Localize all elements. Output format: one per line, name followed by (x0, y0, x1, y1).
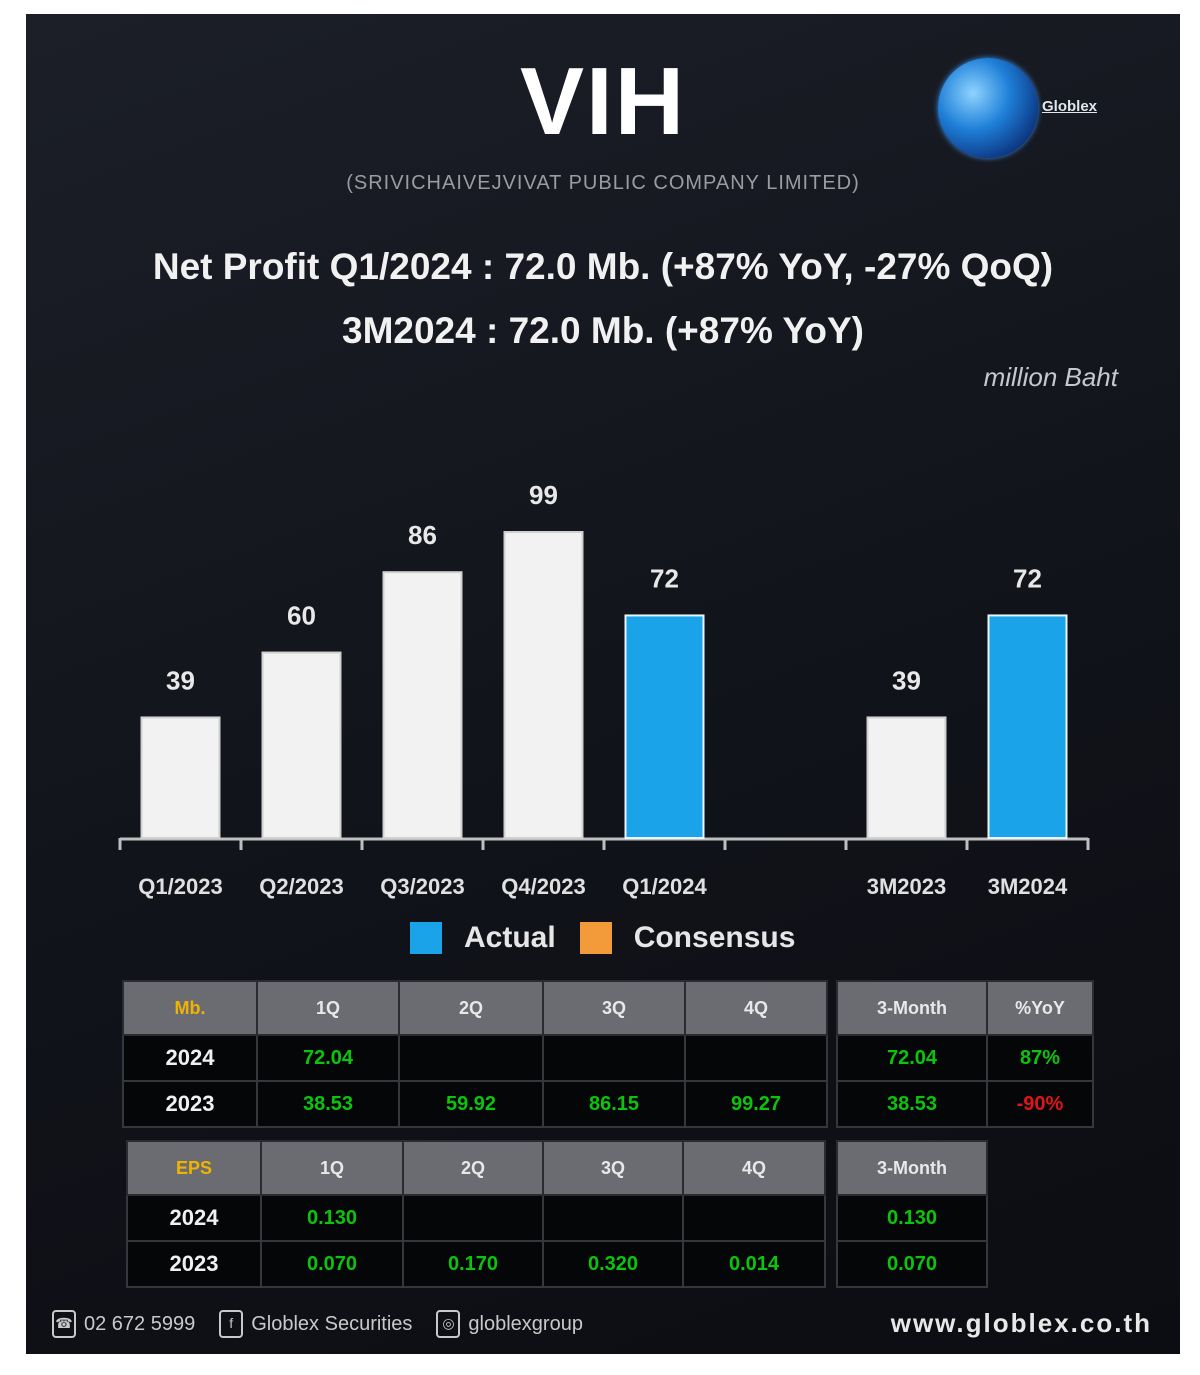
data-label-Q2-2023: 60 (287, 601, 316, 631)
tick-label-Q1-2024: Q1/2024 (622, 874, 707, 899)
np-2024-q2 (398, 1034, 544, 1082)
data-label-Q4-2023: 99 (529, 480, 558, 510)
eps-2024-q1: 0.130 (260, 1194, 404, 1242)
data-label-Q1-2023: 39 (166, 665, 195, 695)
np-2023-q3: 86.15 (542, 1080, 686, 1128)
legend-consensus-swatch (579, 922, 612, 954)
tick-label-Q3-2023: Q3/2023 (380, 874, 464, 899)
eps-2023-q4: 0.014 (682, 1240, 826, 1288)
eps-3m-table: 3-Month 0.130 0.070 (836, 1140, 988, 1288)
eps-3m-2024: 0.130 (836, 1194, 988, 1242)
net-profit-chart: 39 Q1/2023 60 Q2/2023 86 Q3/2023 99 Q4/2023 72 Q1… (118, 480, 1090, 899)
website-link[interactable]: www.globlex.co.th (890, 1308, 1152, 1338)
globlex-logo-icon (938, 58, 1038, 158)
headline-3m: 3M2024 : 72.0 Mb. (+87% YoY) (342, 310, 864, 351)
np-q3-header: 3Q (542, 980, 686, 1036)
facebook-icon: f (219, 1310, 244, 1338)
legend-actual-label: Actual (464, 921, 556, 954)
eps-q4-header: 4Q (682, 1140, 826, 1196)
eps-q2-header: 2Q (402, 1140, 544, 1196)
ticker-title: VIH (519, 48, 687, 155)
bar-3M2023 (866, 716, 947, 840)
legend-actual: Actual (410, 921, 556, 955)
eps-3m-2023: 0.070 (836, 1240, 988, 1288)
instagram-text: globlexgroup (468, 1312, 583, 1335)
table-row: 2023 38.53 59.92 86.15 99.27 (122, 1080, 828, 1128)
company-name: (SRIVICHAIVEJVIVAT PUBLIC COMPANY LIMITE… (346, 172, 860, 194)
eps-corner-header: EPS (126, 1140, 262, 1196)
table-row: 72.04 87% (836, 1034, 1094, 1082)
logo-text: Globlex (1042, 98, 1098, 115)
table-row: 0.130 (836, 1194, 988, 1242)
legend-consensus-label: Consensus (633, 921, 796, 954)
tick-label-3M2024: 3M2024 (988, 874, 1068, 899)
data-label-3M2024: 72 (1013, 563, 1042, 593)
facebook-text: Globlex Securities (251, 1312, 413, 1335)
eps-year-2024: 2024 (126, 1194, 262, 1242)
np-year-2023: 2023 (122, 1080, 258, 1128)
np-q1-header: 1Q (256, 980, 400, 1036)
eps-2023-q3: 0.320 (542, 1240, 684, 1288)
np-3m-header: 3-Month (836, 980, 988, 1036)
np-q4-header: 4Q (684, 980, 828, 1036)
data-label-Q1-2024: 72 (650, 563, 679, 593)
np-year-2024: 2024 (122, 1034, 258, 1082)
np-3m-2024: 72.04 (836, 1034, 988, 1082)
footer-phone: ☎ 02 672 5999 (52, 1310, 195, 1338)
tick-label-Q1-2023: Q1/2023 (138, 874, 222, 899)
np-2023-q4: 99.27 (684, 1080, 828, 1128)
net-profit-3m-table: 3-Month %YoY 72.04 87% 38.53 -90% (836, 980, 1094, 1128)
footer-instagram[interactable]: ◎ globlexgroup (436, 1310, 583, 1338)
np-corner-header: Mb. (122, 980, 258, 1036)
data-label-3M2023: 39 (892, 665, 921, 695)
table-row: 2023 0.070 0.170 0.320 0.014 (126, 1240, 826, 1288)
chart-legend: Actual Consensus (410, 918, 819, 958)
np-3m-2023: 38.53 (836, 1080, 988, 1128)
tick-label-Q2-2023: Q2/2023 (259, 874, 343, 899)
infographic-card: VIH (SRIVICHAIVEJVIVAT PUBLIC COMPANY LI… (26, 14, 1180, 1354)
eps-2024-q4 (682, 1194, 826, 1242)
table-row: 0.070 (836, 1240, 988, 1288)
bar-Q1-2023 (140, 716, 221, 840)
footer: ☎ 02 672 5999 f Globlex Securities ◎ glo… (52, 1304, 1152, 1344)
np-yoy-header: %YoY (986, 980, 1094, 1036)
bar-Q3-2023 (382, 571, 463, 839)
unit-label: million Baht (983, 362, 1118, 392)
footer-facebook[interactable]: f Globlex Securities (219, 1310, 412, 1338)
np-q2-header: 2Q (398, 980, 544, 1036)
eps-q3-header: 3Q (542, 1140, 684, 1196)
legend-actual-swatch (410, 922, 442, 954)
eps-2024-q2 (402, 1194, 544, 1242)
eps-2023-q2: 0.170 (402, 1240, 544, 1288)
np-2024-q4 (684, 1034, 828, 1082)
table-row: 38.53 -90% (836, 1080, 1094, 1128)
bar-Q2-2023 (261, 651, 342, 839)
np-2024-q3 (542, 1034, 686, 1082)
eps-2024-q3 (542, 1194, 684, 1242)
headline-quarter: Net Profit Q1/2024 : 72.0 Mb. (+87% YoY,… (152, 246, 1054, 287)
net-profit-table: Mb. 1Q 2Q 3Q 4Q 2024 72.04 2023 38.53 59… (122, 980, 828, 1128)
eps-q1-header: 1Q (260, 1140, 404, 1196)
tick-label-Q4-2023: Q4/2023 (501, 874, 585, 899)
eps-table: EPS 1Q 2Q 3Q 4Q 2024 0.130 2023 0.070 0.… (126, 1140, 826, 1288)
eps-3m-header: 3-Month (836, 1140, 988, 1196)
bar-Q1-2024 (624, 614, 705, 839)
eps-2023-q1: 0.070 (260, 1240, 404, 1288)
bar-Q4-2023 (503, 531, 584, 839)
instagram-icon: ◎ (436, 1310, 461, 1338)
np-yoy-2023: -90% (986, 1080, 1094, 1128)
phone-icon: ☎ (52, 1310, 76, 1338)
phone-text: 02 672 5999 (84, 1312, 196, 1335)
tick-label-3M2023: 3M2023 (867, 874, 947, 899)
np-2023-q2: 59.92 (398, 1080, 544, 1128)
np-2024-q1: 72.04 (256, 1034, 400, 1082)
np-2023-q1: 38.53 (256, 1080, 400, 1128)
data-label-Q3-2023: 86 (408, 520, 437, 550)
np-yoy-2024: 87% (986, 1034, 1094, 1082)
table-row: 2024 72.04 (122, 1034, 828, 1082)
legend-consensus: Consensus (579, 921, 796, 955)
bar-3M2024 (987, 614, 1068, 839)
table-row: 2024 0.130 (126, 1194, 826, 1242)
eps-year-2023: 2023 (126, 1240, 262, 1288)
